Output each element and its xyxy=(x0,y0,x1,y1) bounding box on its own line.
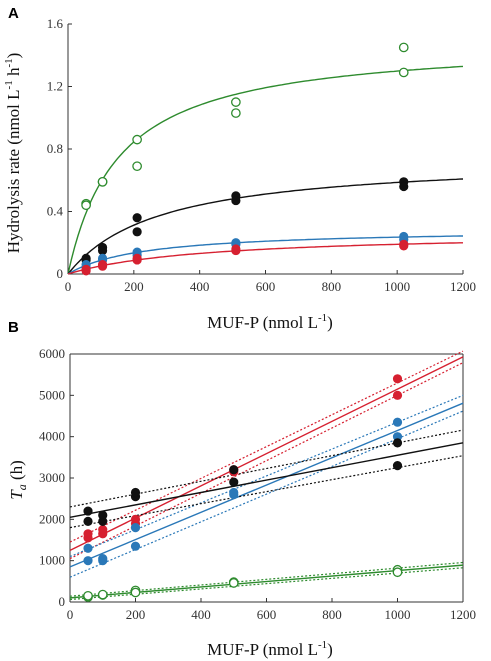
panel-b-confidence-line-3 xyxy=(69,561,464,597)
panel-b-x-tick-label: 400 xyxy=(191,607,211,622)
panel-b-data-point-0 xyxy=(392,390,403,400)
panel-a-data-point-3 xyxy=(81,264,91,274)
panel-b-confidence-line-2 xyxy=(69,429,464,508)
panel-a-data-point-3 xyxy=(231,245,241,256)
panel-b-x-tick-label: 0 xyxy=(67,607,74,622)
panel-a-data-point-1 xyxy=(399,181,409,192)
panel-b-data-point-0 xyxy=(98,525,108,535)
panel-a-data-point-1 xyxy=(132,213,142,223)
panel-b-data-point-2 xyxy=(83,516,93,527)
panel-a-data-point-1 xyxy=(97,245,108,256)
panel-b-confidence-line-0 xyxy=(69,350,464,543)
panel-b-data-point-1 xyxy=(130,522,141,533)
panel-b-data-point-0 xyxy=(130,514,141,524)
panel-b-data-point-2 xyxy=(229,465,239,475)
panel-a-x-tick-label: 200 xyxy=(124,279,144,294)
panel-a-x-tick-label: 800 xyxy=(322,279,342,294)
panel-a-data-point-1 xyxy=(132,227,142,237)
panel-a-data-point-0 xyxy=(81,200,91,211)
panel-b-fit-line-1 xyxy=(69,402,464,568)
panel-a-x-tick-label: 600 xyxy=(256,279,276,294)
panel-a-data-point-0 xyxy=(398,42,409,53)
panel-b-data-point-1 xyxy=(229,487,239,498)
panel-a-x-tick-label: 400 xyxy=(190,279,210,294)
panel-a-data-point-0 xyxy=(398,67,409,78)
panel-a-y-axis-label: Hydrolysis rate (nmol L-1 h-1) xyxy=(3,53,23,254)
panel-b-confidence-line-1 xyxy=(69,394,464,558)
panel-a-fit-curve-1 xyxy=(67,178,464,275)
panel-b-data-point-2 xyxy=(392,438,403,448)
panel-a-data-point-0 xyxy=(97,176,108,187)
panel-a-x-tick-label: 1000 xyxy=(384,279,410,294)
panel-b-x-tick-label: 1000 xyxy=(385,607,411,622)
panel-b-confidence-line-1 xyxy=(69,410,464,578)
panel-b-data-point-1 xyxy=(392,417,403,427)
panel-a-data-point-0 xyxy=(132,134,142,145)
panel-a-data-point-0 xyxy=(132,161,142,172)
panel-b-x-tick-label: 1200 xyxy=(450,607,476,622)
panel-a-y-tick-label: 0.8 xyxy=(47,141,63,156)
panel-a-data-point-0 xyxy=(231,108,241,118)
panel-a-x-tick-label: 0 xyxy=(65,279,72,294)
panel-a-y-tick-label: 0 xyxy=(57,266,64,281)
panel-a-data-point-3 xyxy=(132,255,142,265)
panel-b-fit-line-3 xyxy=(69,564,464,599)
panel-b-data-point-3 xyxy=(392,567,403,578)
panel-b-data-point-1 xyxy=(83,543,93,553)
panel-a-y-tick-label: 1.2 xyxy=(47,79,63,94)
panel-b-plot-area: 0 200 400 600 800 1000 1200 0 1000 2000 3000 4000 50… xyxy=(39,346,476,622)
panel-b-letter: B xyxy=(8,319,19,336)
panel-b-y-tick-label: 1000 xyxy=(39,553,65,568)
panel-b-data-point-2 xyxy=(229,477,239,487)
panel-b-data-point-0 xyxy=(392,374,403,384)
panel-b-y-tick-label: 0 xyxy=(59,594,66,609)
panel-b-data-point-3 xyxy=(83,590,93,601)
panel-b-y-axis-label: Ta (h) xyxy=(7,460,29,500)
panel-b-data-point-1 xyxy=(98,553,108,564)
panel-b-confidence-line-2 xyxy=(69,455,464,529)
panel-b-data-point-1 xyxy=(130,541,141,551)
panel-b-x-tick-label: 800 xyxy=(322,607,342,622)
panel-b-data-point-2 xyxy=(130,487,141,498)
panel-b-y-tick-label: 2000 xyxy=(39,511,65,526)
panel-b-y-tick-label: 5000 xyxy=(39,387,65,402)
panel-b-data-point-3 xyxy=(130,587,141,598)
panel-a-data-point-0 xyxy=(231,97,241,107)
panel-a-y-tick-label: 1.6 xyxy=(47,16,64,31)
panel-b-confidence-line-3 xyxy=(69,567,464,601)
panel-a-data-point-3 xyxy=(399,241,409,251)
panel-b-fit-line-2 xyxy=(69,442,464,518)
panel-a: A MUF-P (nmol L-1) Hydrolysis rate (nmol… xyxy=(3,5,476,332)
panel-b-data-point-0 xyxy=(83,529,93,539)
panel-b-data-point-2 xyxy=(392,460,403,471)
panel-b-y-tick-label: 4000 xyxy=(39,429,65,444)
panel-b-data-point-2 xyxy=(83,506,93,516)
panel-a-data-point-3 xyxy=(97,261,108,271)
panel-a-letter: A xyxy=(8,5,19,22)
panel-b-data-point-3 xyxy=(97,589,108,600)
panel-b-data-point-1 xyxy=(83,556,93,566)
panel-b-data-point-3 xyxy=(228,578,239,588)
panel-b-confidence-line-0 xyxy=(69,362,464,560)
panel-a-y-tick-label: 0.4 xyxy=(47,204,64,219)
panel-b-x-tick-label: 200 xyxy=(126,607,146,622)
panel-b-y-tick-label: 3000 xyxy=(39,470,65,485)
panel-a-x-axis-label: MUF-P (nmol L-1) xyxy=(207,312,333,332)
panel-a-plot-area: 0 200 400 600 800 1000 1200 0 0.4 0.8 1.2 1.6 xyxy=(47,16,476,294)
panel-b-x-axis-label: MUF-P (nmol L-1) xyxy=(207,639,333,659)
panel-a-data-point-1 xyxy=(231,195,241,206)
panel-b-y-tick-label: 6000 xyxy=(39,346,65,361)
panel-b-x-tick-label: 600 xyxy=(257,607,277,622)
panel-b-data-point-2 xyxy=(98,510,108,520)
panel-b: B MUF-P (nmol L-1) Ta (h) 0 200 400 600 800 1… xyxy=(7,319,476,659)
panel-a-x-tick-label: 1200 xyxy=(450,279,476,294)
